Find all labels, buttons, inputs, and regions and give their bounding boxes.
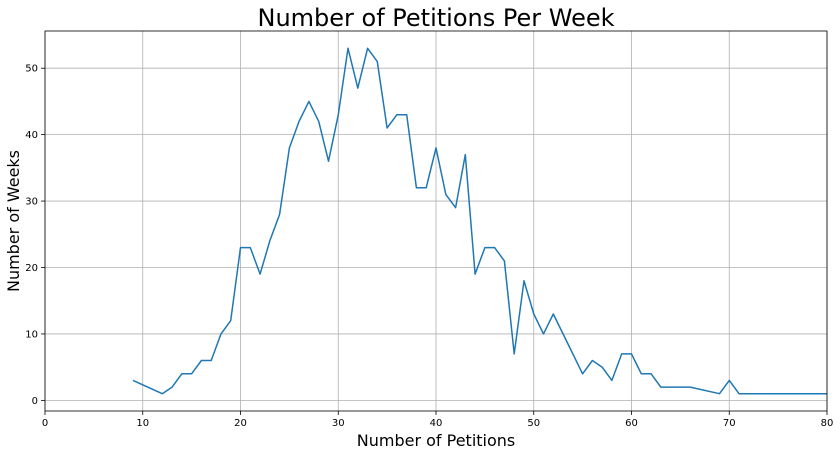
y-tick-label: 0 <box>32 396 38 407</box>
chart-title: Number of Petitions Per Week <box>258 4 615 32</box>
tick-layer: 0 10 20 30 40 50 60 70 80 0 10 20 30 40 50 <box>25 64 833 429</box>
x-tick-label: 30 <box>332 418 345 429</box>
series-line <box>132 47 827 395</box>
y-axis-label: Number of Weeks <box>4 150 23 292</box>
y-tick-label: 50 <box>25 64 38 75</box>
x-tick-label: 50 <box>527 418 540 429</box>
y-tick-label: 30 <box>25 197 38 208</box>
x-tick-label: 60 <box>625 418 638 429</box>
x-axis-label: Number of Petitions <box>357 431 516 450</box>
y-tick-label: 20 <box>25 263 38 274</box>
grid-layer <box>44 31 828 411</box>
x-tick-label: 70 <box>723 418 736 429</box>
x-tick-label: 0 <box>42 418 48 429</box>
y-tick-label: 10 <box>25 329 38 340</box>
plot-area <box>132 47 828 395</box>
x-tick-label: 80 <box>821 418 834 429</box>
x-tick-label: 10 <box>136 418 149 429</box>
x-tick-label: 40 <box>430 418 443 429</box>
y-tick-label: 40 <box>25 130 38 141</box>
x-tick-label: 20 <box>234 418 247 429</box>
